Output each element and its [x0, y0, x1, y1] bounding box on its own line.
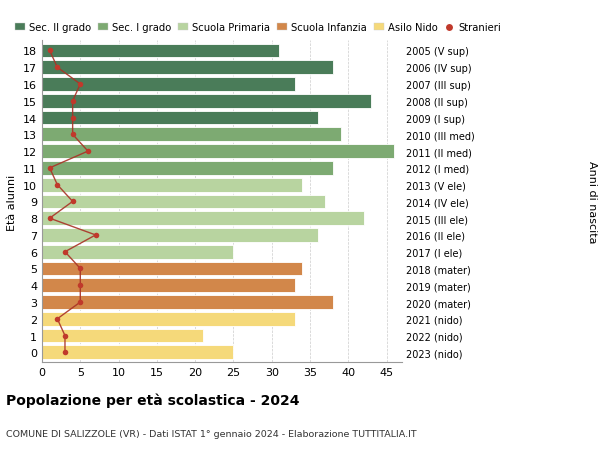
Point [53, 315, 62, 323]
Bar [42, 329, 203, 343]
Y-axis label: Età alunni: Età alunni [7, 174, 17, 230]
Bar [42, 45, 280, 58]
Point [68, 131, 77, 139]
Point [45, 215, 55, 222]
Point [68, 115, 77, 122]
Point [60, 332, 70, 340]
Bar [42, 262, 302, 276]
Bar [42, 296, 333, 309]
Bar [42, 195, 325, 209]
Text: Anni di nascita: Anni di nascita [587, 161, 597, 243]
Bar [42, 61, 333, 75]
Bar [42, 179, 302, 192]
Point [83, 148, 93, 156]
Point [45, 48, 55, 55]
Bar [42, 78, 295, 92]
Point [53, 182, 62, 189]
Point [76, 282, 85, 289]
Bar [42, 112, 318, 125]
Point [76, 81, 85, 89]
Text: Popolazione per età scolastica - 2024: Popolazione per età scolastica - 2024 [6, 392, 299, 407]
Bar [42, 145, 394, 159]
Point [91, 232, 100, 239]
Bar [42, 279, 295, 292]
Bar [42, 346, 233, 359]
Bar [42, 128, 341, 142]
Bar [42, 95, 371, 108]
Bar [42, 212, 364, 225]
Bar [42, 162, 333, 175]
Point [45, 165, 55, 172]
Point [60, 248, 70, 256]
Point [60, 349, 70, 356]
Point [76, 299, 85, 306]
Bar [42, 245, 233, 259]
Point [68, 198, 77, 206]
Bar [42, 229, 318, 242]
Point [53, 64, 62, 72]
Point [76, 265, 85, 273]
Bar [42, 312, 295, 326]
Text: COMUNE DI SALIZZOLE (VR) - Dati ISTAT 1° gennaio 2024 - Elaborazione TUTTITALIA.: COMUNE DI SALIZZOLE (VR) - Dati ISTAT 1°… [6, 429, 416, 438]
Point [68, 98, 77, 105]
Legend: Sec. II grado, Sec. I grado, Scuola Primaria, Scuola Infanzia, Asilo Nido, Stran: Sec. II grado, Sec. I grado, Scuola Prim… [14, 23, 501, 33]
